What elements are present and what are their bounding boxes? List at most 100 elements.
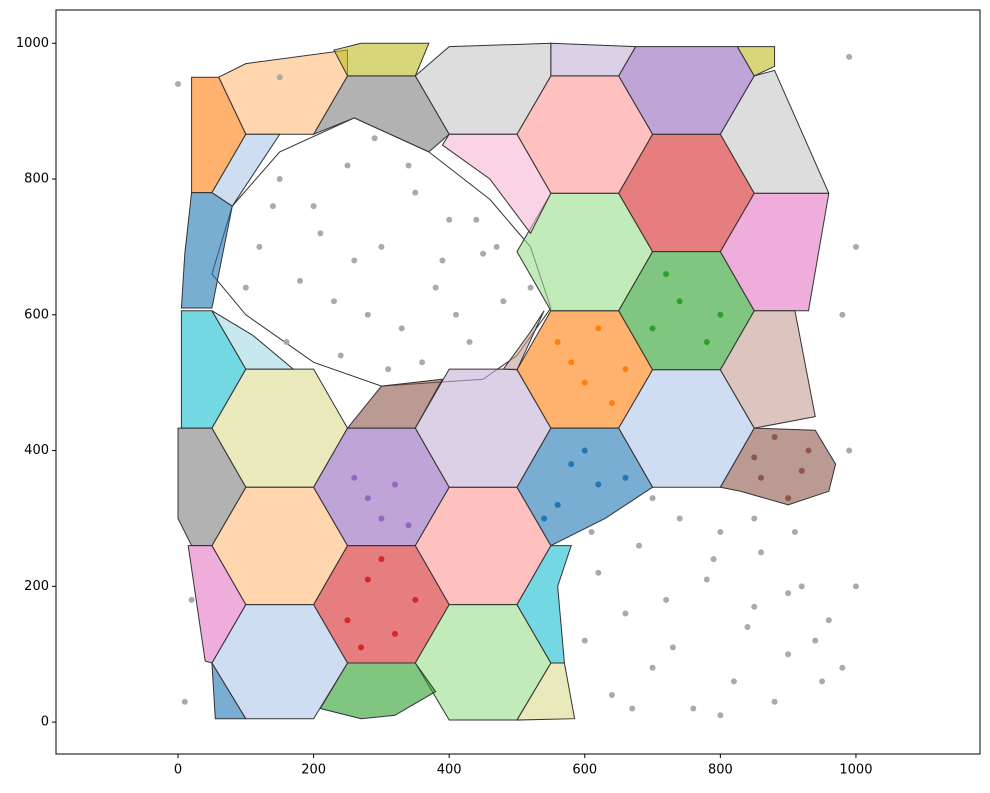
- point: [405, 162, 412, 169]
- tile: [211, 310, 295, 370]
- point: [825, 617, 832, 624]
- point: [581, 379, 588, 386]
- point: [791, 529, 798, 536]
- x-tick-label: 1000: [839, 763, 872, 778]
- y-tick-label: 600: [24, 307, 49, 322]
- point: [452, 311, 459, 318]
- point: [703, 576, 710, 583]
- y-tick-label: 400: [24, 443, 49, 458]
- point: [636, 542, 643, 549]
- point: [541, 515, 548, 522]
- tile: [319, 662, 437, 720]
- point: [378, 515, 385, 522]
- point: [378, 243, 385, 250]
- point: [364, 311, 371, 318]
- point: [676, 515, 683, 522]
- tile: [333, 42, 430, 77]
- point: [595, 481, 602, 488]
- x-tick-label: 200: [301, 763, 326, 778]
- point: [175, 80, 182, 87]
- point: [663, 596, 670, 603]
- point: [771, 433, 778, 440]
- point: [242, 284, 249, 291]
- point: [568, 359, 575, 366]
- point: [669, 644, 676, 651]
- point: [595, 569, 602, 576]
- point: [608, 691, 615, 698]
- point: [622, 474, 629, 481]
- point: [344, 617, 351, 624]
- point: [364, 495, 371, 502]
- point: [297, 277, 304, 284]
- tile: [550, 42, 637, 77]
- point: [819, 678, 826, 685]
- point: [181, 698, 188, 705]
- point: [690, 705, 697, 712]
- x-tick-label: 0: [174, 763, 182, 778]
- tile: [346, 378, 444, 429]
- point: [385, 366, 392, 373]
- tile: [719, 427, 837, 506]
- point: [751, 603, 758, 610]
- point: [852, 583, 859, 590]
- tile: [719, 192, 830, 312]
- point: [256, 243, 263, 250]
- point: [751, 515, 758, 522]
- point: [391, 630, 398, 637]
- tile: [719, 310, 816, 429]
- y-tick-label: 1000: [16, 36, 49, 51]
- point: [432, 284, 439, 291]
- point: [351, 474, 358, 481]
- point: [344, 162, 351, 169]
- point: [649, 325, 656, 332]
- point: [500, 298, 507, 305]
- point: [798, 583, 805, 590]
- point: [758, 474, 765, 481]
- point: [276, 176, 283, 183]
- tile: [187, 545, 247, 664]
- point: [751, 454, 758, 461]
- point: [608, 400, 615, 407]
- point: [710, 556, 717, 563]
- point: [785, 590, 792, 597]
- tile: [180, 192, 233, 309]
- point: [554, 501, 561, 508]
- point: [439, 257, 446, 264]
- point: [446, 216, 453, 223]
- point: [839, 664, 846, 671]
- point: [276, 74, 283, 81]
- point: [852, 243, 859, 250]
- point: [283, 338, 290, 345]
- point: [785, 495, 792, 502]
- x-tick-label: 600: [572, 763, 597, 778]
- point: [744, 624, 751, 631]
- point: [398, 325, 405, 332]
- tile: [441, 133, 552, 235]
- point: [730, 678, 737, 685]
- point: [378, 556, 385, 563]
- tile: [719, 69, 830, 194]
- y-tick-label: 800: [24, 172, 49, 187]
- point: [717, 712, 724, 719]
- point: [595, 325, 602, 332]
- point: [805, 447, 812, 454]
- point: [581, 637, 588, 644]
- point: [269, 203, 276, 210]
- x-tick-label: 400: [437, 763, 462, 778]
- point: [798, 467, 805, 474]
- point: [581, 447, 588, 454]
- point: [554, 338, 561, 345]
- point: [412, 189, 419, 196]
- point: [629, 705, 636, 712]
- point: [771, 698, 778, 705]
- point: [663, 271, 670, 278]
- point: [703, 338, 710, 345]
- tile: [211, 662, 247, 720]
- point: [717, 311, 724, 318]
- point: [473, 216, 480, 223]
- point: [358, 644, 365, 651]
- tile: [736, 46, 776, 77]
- point: [846, 447, 853, 454]
- point: [466, 338, 473, 345]
